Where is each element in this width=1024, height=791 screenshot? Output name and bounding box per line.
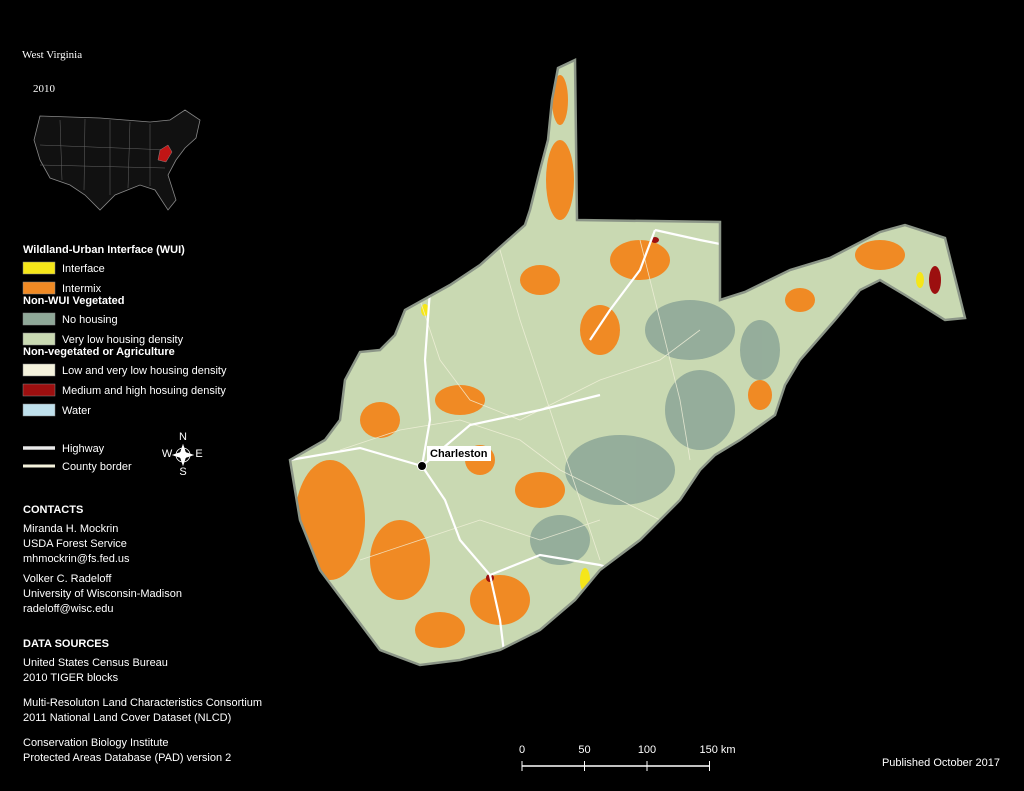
sources-heading: DATA SOURCES — [23, 638, 109, 650]
legend-heading: Wildland-Urban Interface (WUI) — [23, 244, 185, 256]
legend-label: County border — [62, 461, 132, 473]
contact-line: Volker C. Radeloff — [23, 573, 112, 585]
source-line: 2011 National Land Cover Dataset (NLCD) — [23, 712, 231, 724]
contact-line: USDA Forest Service — [23, 538, 127, 550]
legend: Wildland-Urban Interface (WUI) Interface I… — [22, 244, 227, 473]
city-label: Charleston — [430, 448, 488, 460]
scale-label: 50 — [578, 744, 590, 756]
source-line: United States Census Bureau — [23, 657, 168, 669]
legend-swatch — [22, 281, 56, 295]
legend-label: Interface — [62, 263, 105, 275]
year: 2010 — [33, 83, 56, 95]
info: CONTACTS Miranda H. Mockrin USDA Forest Se… — [23, 504, 262, 764]
compass-n: N — [179, 431, 187, 443]
compass-s: S — [179, 466, 186, 478]
source-line: 2010 TIGER blocks — [23, 672, 119, 684]
scale-label: 100 — [638, 744, 656, 756]
legend-swatch — [22, 261, 56, 275]
scale-bar: 0 50 100 150 km — [519, 744, 736, 771]
legend-label: No housing — [62, 314, 118, 326]
legend-swatch — [22, 312, 56, 326]
contact-line: radeloff@wisc.edu — [23, 603, 113, 615]
compass-e: E — [195, 448, 202, 460]
contact-line: University of Wisconsin-Madison — [23, 588, 182, 600]
legend-swatch — [22, 332, 56, 346]
legend-label: Low and very low housing density — [62, 365, 227, 377]
us-inset — [33, 109, 201, 211]
contacts-heading: CONTACTS — [23, 504, 83, 516]
compass: N S E W — [162, 431, 203, 478]
city-label-bg — [427, 446, 491, 461]
contact-line: mhmockrin@fs.fed.us — [23, 553, 130, 565]
state-map: Charleston — [288, 58, 967, 667]
legend-label: Highway — [62, 443, 105, 455]
published: Published October 2017 — [882, 757, 1000, 769]
legend-swatch — [22, 403, 56, 417]
legend-label: Medium and high hosuing density — [62, 385, 226, 397]
contact-line: Miranda H. Mockrin — [23, 523, 118, 535]
legend-swatch — [22, 363, 56, 377]
source-line: Protected Areas Database (PAD) version 2 — [23, 752, 231, 764]
legend-heading: Non-WUI Vegetated — [23, 295, 124, 307]
scale-label: 150 km — [700, 744, 736, 756]
legend-label: Very low housing density — [62, 334, 184, 346]
compass-w: W — [162, 448, 173, 460]
legend-label: Intermix — [62, 283, 102, 295]
source-line: Multi-Resoluton Land Characteristics Con… — [23, 697, 262, 709]
legend-heading: Non-vegetated or Agriculture — [23, 346, 175, 358]
legend-label: Water — [62, 405, 91, 417]
title: West Virginia — [22, 49, 82, 61]
scale-label: 0 — [519, 744, 525, 756]
legend-swatch — [22, 383, 56, 397]
source-line: Conservation Biology Institute — [23, 737, 169, 749]
